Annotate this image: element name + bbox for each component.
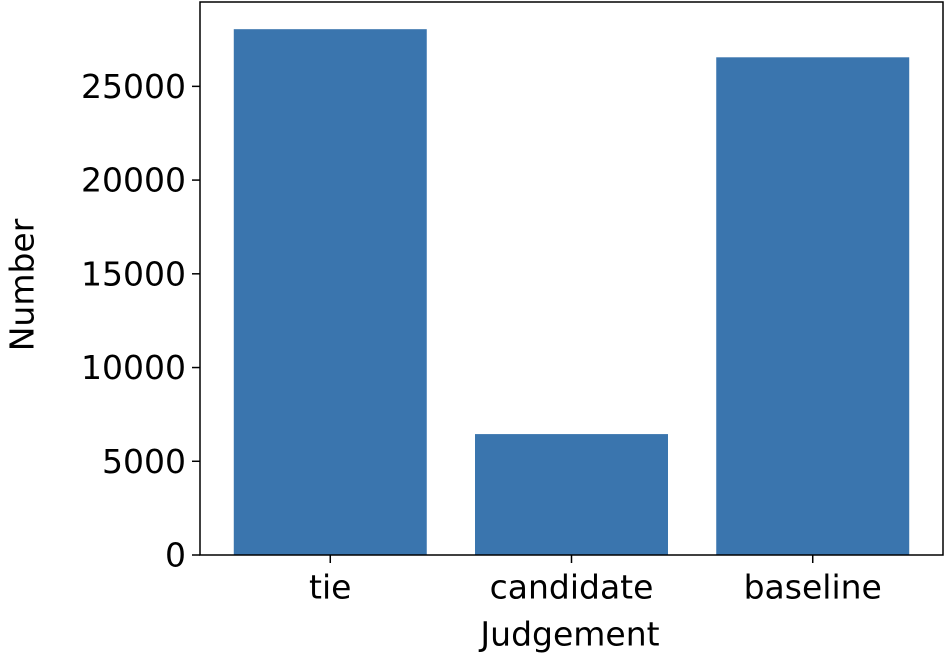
- y-tick-label: 5000: [102, 442, 186, 481]
- bar: [475, 434, 668, 555]
- y-tick-label: 15000: [81, 254, 186, 293]
- bar: [233, 29, 427, 556]
- plot-frame: [199, 1, 944, 556]
- bar: [716, 57, 910, 556]
- y-axis-label: Number: [3, 218, 42, 351]
- y-tick-label: 25000: [81, 67, 186, 106]
- y-tick-label: 0: [165, 536, 186, 575]
- x-tick-label: candidate: [490, 568, 654, 607]
- x-tick-label: tie: [309, 568, 351, 607]
- x-axis-label: Judgement: [478, 615, 659, 654]
- y-tick-label: 20000: [81, 161, 186, 200]
- x-tick-label: baseline: [744, 568, 882, 607]
- y-tick-label: 10000: [81, 348, 186, 387]
